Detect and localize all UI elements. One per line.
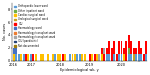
Bar [133,48,135,54]
Bar [76,54,78,61]
Bar [118,54,120,61]
Bar [108,41,110,54]
Bar [69,54,71,61]
Bar [54,54,56,61]
Bar [113,54,115,61]
Bar [116,54,118,61]
Bar [27,54,29,61]
Bar [18,54,20,61]
Bar [135,54,137,61]
Bar [74,54,76,61]
Bar [135,48,137,54]
Bar [120,41,123,54]
Bar [52,54,54,61]
Bar [118,41,120,54]
Bar [20,54,22,61]
Bar [140,54,142,61]
Bar [120,54,123,61]
Bar [89,54,91,61]
Bar [106,54,108,61]
Bar [108,54,110,61]
Bar [130,54,132,61]
Bar [94,54,96,61]
Bar [142,54,145,61]
Bar [30,54,32,61]
Bar [111,48,113,61]
Bar [101,54,103,61]
Legend: Orthopaedic lower ward, Other inpatient ward, Cardiac surgical ward, Urological : Orthopaedic lower ward, Other inpatient … [14,4,56,48]
Bar [13,54,15,61]
Bar [32,54,34,61]
Bar [25,54,27,61]
Bar [145,54,147,61]
Bar [96,54,98,61]
Bar [123,54,125,61]
Bar [101,48,103,54]
Bar [81,54,83,61]
Bar [72,54,74,61]
Bar [128,48,130,54]
Bar [138,54,140,61]
Bar [35,54,37,61]
Bar [123,48,125,54]
Bar [145,41,147,54]
Bar [22,54,24,61]
Bar [140,48,142,54]
Bar [13,48,15,54]
Bar [138,41,140,54]
Bar [106,48,108,54]
Bar [91,54,93,61]
X-axis label: Epidemiological wk, y: Epidemiological wk, y [60,68,99,72]
Bar [15,54,17,61]
Bar [128,35,130,48]
Bar [15,48,17,54]
Bar [99,54,101,61]
Bar [84,54,86,61]
Bar [103,48,105,54]
Bar [57,54,59,61]
Bar [103,54,105,61]
Bar [130,41,132,54]
Bar [62,54,64,61]
Bar [59,54,61,61]
Bar [79,54,81,61]
Bar [40,54,42,61]
Bar [125,41,127,61]
Bar [133,54,135,61]
Bar [113,41,115,54]
Y-axis label: No. cases: No. cases [3,23,7,40]
Bar [47,54,49,61]
Bar [128,54,130,61]
Bar [64,54,66,61]
Bar [42,54,44,61]
